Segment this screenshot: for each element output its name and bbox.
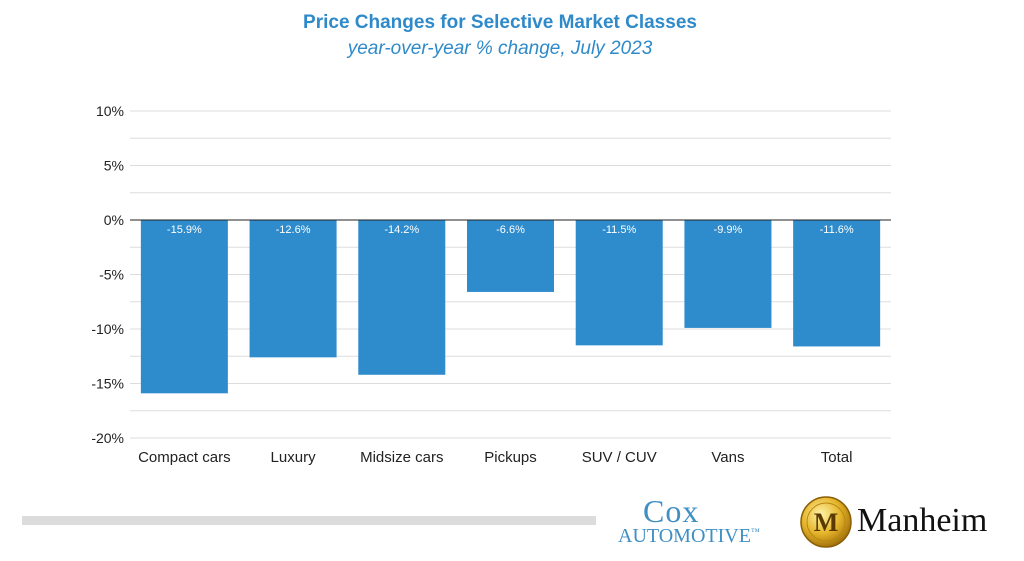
y-tick-label: -5% [99, 267, 124, 283]
y-tick-label: -10% [91, 321, 124, 337]
bar-value-label: -11.5% [602, 224, 636, 236]
cox-logo-top: Cox [643, 493, 700, 529]
y-tick-label: -20% [91, 430, 124, 446]
bar-value-label: -14.2% [384, 224, 419, 236]
manheim-wordmark: Manheim [857, 502, 988, 539]
x-tick-label: Midsize cars [360, 449, 443, 466]
y-tick-label: -15% [91, 376, 124, 392]
cox-logo-bottom: AUTOMOTIVE™ [618, 525, 760, 547]
bar [140, 220, 228, 394]
chart-title: Price Changes for Selective Market Class… [303, 12, 697, 33]
manheim-logo: M Manheim [800, 494, 1010, 550]
cox-automotive-logo: Cox AUTOMOTIVE™ [616, 493, 786, 553]
bar-value-label: -6.6% [496, 224, 525, 236]
bar-value-label: -9.9% [714, 224, 743, 236]
chart-subtitle: year-over-year % change, July 2023 [347, 38, 653, 59]
bar-value-label: -15.9% [167, 224, 202, 236]
bar [467, 220, 554, 292]
x-tick-label: Total [821, 449, 853, 466]
bar [358, 220, 446, 375]
x-tick-label: SUV / CUV [582, 449, 657, 466]
footer-divider-bar [22, 516, 596, 525]
y-axis-tick-labels: 10% 5% 0% -5% -10% -15% -20% [91, 103, 124, 446]
bar [575, 220, 663, 346]
bar-chart: 10% 5% 0% -5% -10% -15% -20% -15.9% -12.6% -14.2… [91, 103, 891, 466]
y-tick-label: 5% [104, 158, 124, 174]
y-tick-label: 0% [104, 212, 124, 228]
bar-value-label: -12.6% [276, 224, 311, 236]
bar [684, 220, 772, 328]
bar [249, 220, 337, 358]
x-tick-label: Compact cars [138, 449, 231, 466]
bar [793, 220, 881, 347]
manheim-emblem-icon: M [800, 496, 852, 548]
bars [140, 220, 881, 394]
x-tick-label: Vans [711, 449, 744, 466]
svg-text:M: M [814, 508, 839, 537]
x-axis-category-labels: Compact cars Luxury Midsize cars Pickups SUV… [138, 449, 852, 466]
x-tick-label: Luxury [271, 449, 317, 466]
x-tick-label: Pickups [484, 449, 537, 466]
bar-value-labels: -15.9% -12.6% -14.2% -6.6% -11.5% -9.9% -11.6% [167, 224, 854, 236]
y-tick-label: 10% [96, 103, 124, 119]
bar-value-label: -11.6% [820, 224, 854, 236]
